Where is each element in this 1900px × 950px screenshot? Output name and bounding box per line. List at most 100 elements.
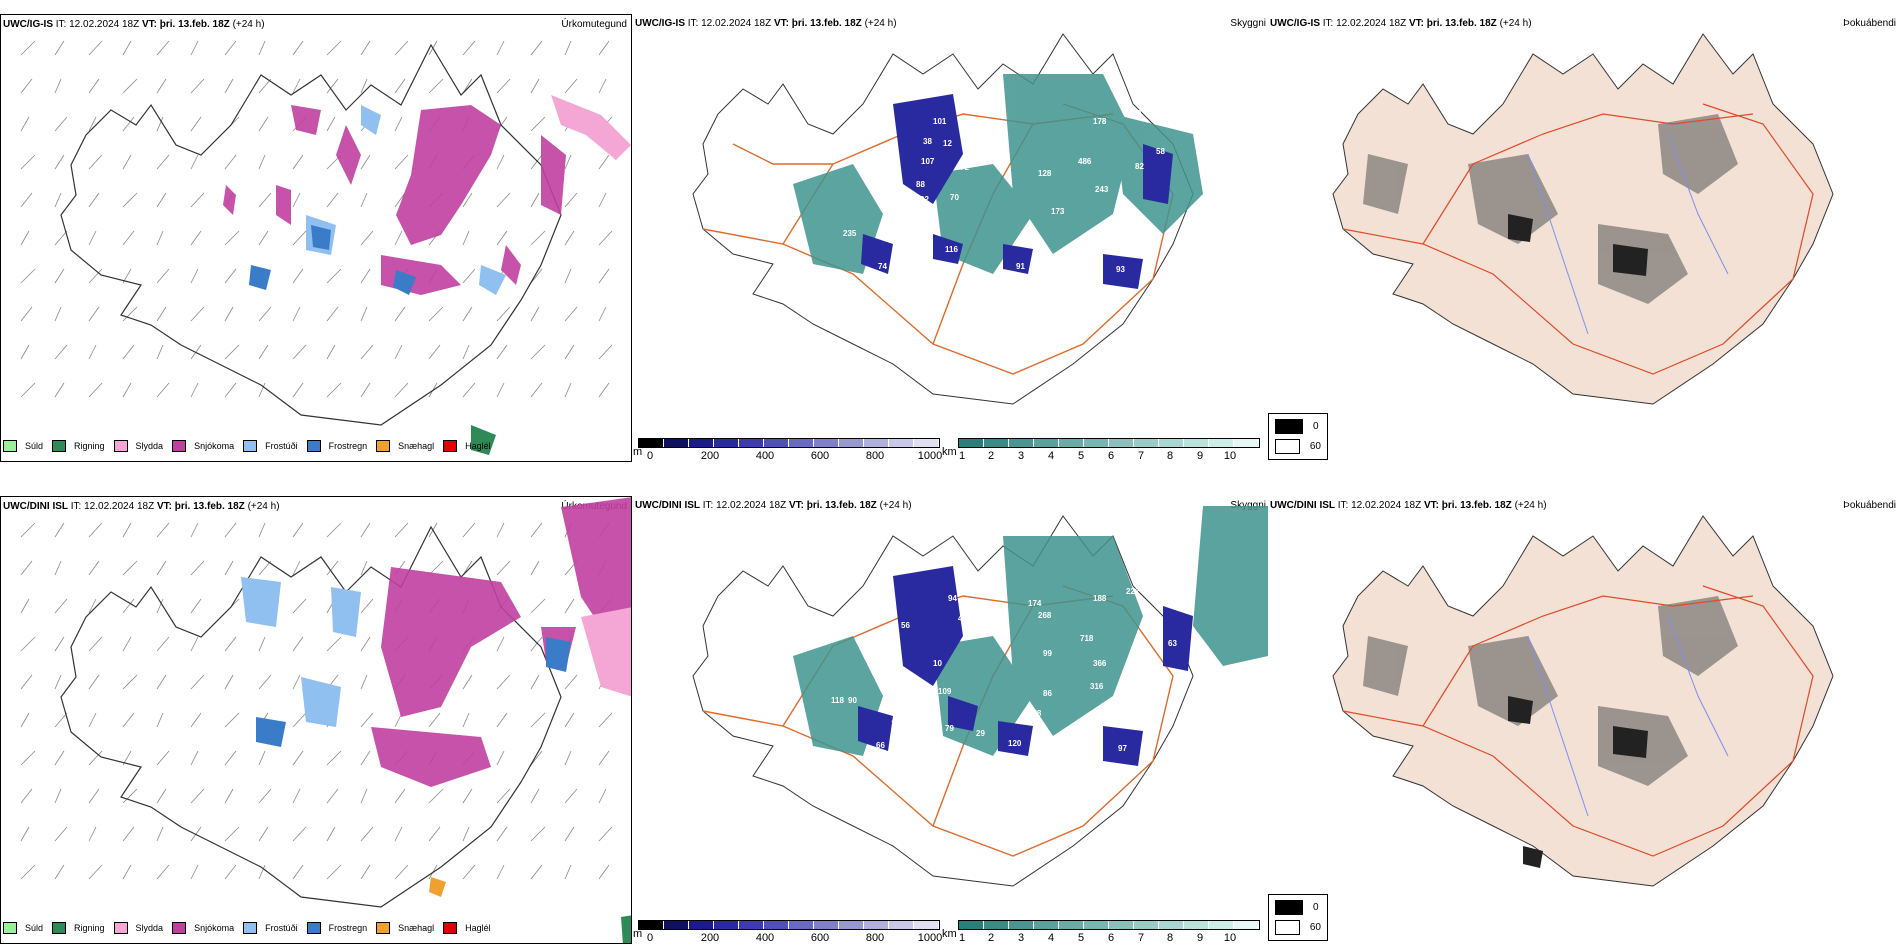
tick-label: 3 [1017, 450, 1025, 462]
wind-barb [224, 674, 234, 690]
visibility-map-svg: 101 38 12 107 88 92 114 70 72 116 168 11… [692, 33, 1203, 405]
wind-barb [564, 230, 575, 246]
wind-barb [122, 864, 132, 880]
wind-barb [598, 78, 607, 94]
wind-barb [258, 560, 272, 576]
legend-item-sleet: Slydda [113, 922, 163, 934]
tick-label: 9 [1196, 932, 1204, 944]
wind-barb [20, 636, 36, 652]
legend-label: Haglél [465, 923, 491, 933]
init-time: IT: 12.02.2024 18Z [1337, 500, 1422, 511]
wind-barb [462, 788, 473, 804]
wind-barb [190, 154, 199, 170]
wind-barb [360, 306, 368, 322]
wind-barb [258, 306, 272, 322]
wind-barb [530, 674, 540, 690]
legend-swatch [113, 440, 128, 452]
vis-value: 366 [1093, 659, 1107, 668]
vis-value: 718 [1080, 634, 1094, 643]
wind-barb [20, 522, 36, 538]
wind-barb [224, 826, 240, 842]
fog-map-svg [1332, 515, 1834, 887]
valid-time-label: VT: [1408, 18, 1424, 29]
wind-barb [326, 268, 342, 284]
wind-barb [258, 674, 272, 690]
vis-value: 64 [1145, 619, 1154, 628]
wind-barb [224, 78, 234, 94]
wind-barb [496, 674, 511, 690]
wind-barb [190, 230, 202, 246]
wind-barb [564, 788, 578, 804]
wind-barb [360, 674, 368, 690]
visibility-m-areas [861, 94, 1173, 289]
wind-barb [428, 78, 444, 94]
panel-header: UWC/IG-IS IT: 12.02.2024 18Z VT: þri. 13… [1270, 18, 1532, 30]
wind-barb [258, 864, 266, 880]
colorbar-m: 0 200 400 600 800 1000 [638, 430, 942, 462]
wind-barb [360, 788, 368, 804]
legend-item-freezing-drizzle: Frostúði [243, 440, 298, 452]
wind-barb [292, 712, 307, 728]
panel-header: UWC/DINI ISL IT: 12.02.2024 18Z VT: þri.… [1270, 500, 1547, 512]
snow-pellets-areas [429, 877, 446, 897]
wind-barb [428, 826, 441, 842]
wind-barb [88, 864, 103, 880]
scale-unit-m: m [633, 446, 643, 458]
legend-label: Frostúði [265, 441, 298, 451]
wind-barb [462, 344, 470, 360]
vis-value: 316 [1090, 682, 1104, 691]
wind-barb [462, 40, 476, 56]
wind-barb [88, 712, 97, 728]
init-time: IT: 12.02.2024 18Z [55, 19, 140, 30]
model-name: UWC/DINI ISL [635, 500, 700, 511]
wind-barb [462, 306, 473, 322]
legend-swatch [3, 440, 17, 452]
wind-barb [530, 788, 540, 804]
wind-barb [530, 636, 543, 652]
wind-barb [224, 306, 234, 322]
legend-label: 60 [1309, 922, 1321, 933]
wind-barb [598, 826, 613, 842]
wind-barb [258, 116, 269, 132]
wind-barb [54, 750, 65, 766]
wind-barb [190, 116, 202, 132]
wind-barb [598, 306, 607, 322]
lead-time: (+24 h) [1499, 18, 1532, 29]
legend-swatch [443, 440, 458, 452]
freezing-drizzle-areas [241, 577, 361, 727]
wind-barb [156, 78, 167, 94]
visibility-map-svg: 94 40 56 10 178 109 109 79 66 118 90 174… [692, 506, 1268, 887]
vis-value: 173 [1051, 207, 1065, 216]
fog-indicator-map-dini: UWC/DINI ISL IT: 12.02.2024 18Z VT: þri.… [1268, 496, 1900, 944]
panel-title: Þokuábendi [1843, 18, 1896, 29]
lead-time: (+24 h) [247, 501, 280, 512]
wind-barb [360, 598, 374, 614]
vis-value: 101 [933, 117, 947, 126]
wind-barb [190, 636, 199, 652]
wind-barb [292, 40, 304, 56]
legend-label: Haglél [465, 441, 491, 451]
fog-legend-item: 60 [1275, 920, 1321, 935]
sleet-areas [551, 95, 631, 160]
wind-barb [54, 154, 65, 170]
wind-barb [496, 788, 511, 804]
visibility-values: 94 40 56 10 178 109 109 79 66 118 90 174… [831, 587, 1177, 753]
vis-value: 235 [843, 229, 857, 238]
wind-barb [54, 306, 62, 322]
panel-title: Skyggni [1230, 500, 1266, 511]
wind-barb [224, 268, 237, 284]
vis-value: 82 [1135, 162, 1144, 171]
wind-barb [598, 268, 610, 284]
wind-barb [326, 636, 342, 652]
valid-time-label: VT: [1423, 500, 1439, 511]
vis-value: 79 [945, 724, 954, 733]
wind-barb [462, 382, 476, 398]
legend-swatch [1275, 419, 1303, 434]
wind-barb [360, 522, 371, 538]
wind-barb [20, 598, 30, 614]
wind-barb [20, 674, 33, 690]
wind-barb [462, 712, 470, 728]
fog-map-svg [1332, 33, 1834, 405]
wind-barb [224, 864, 237, 880]
legend-label: Snæhagl [398, 923, 435, 933]
